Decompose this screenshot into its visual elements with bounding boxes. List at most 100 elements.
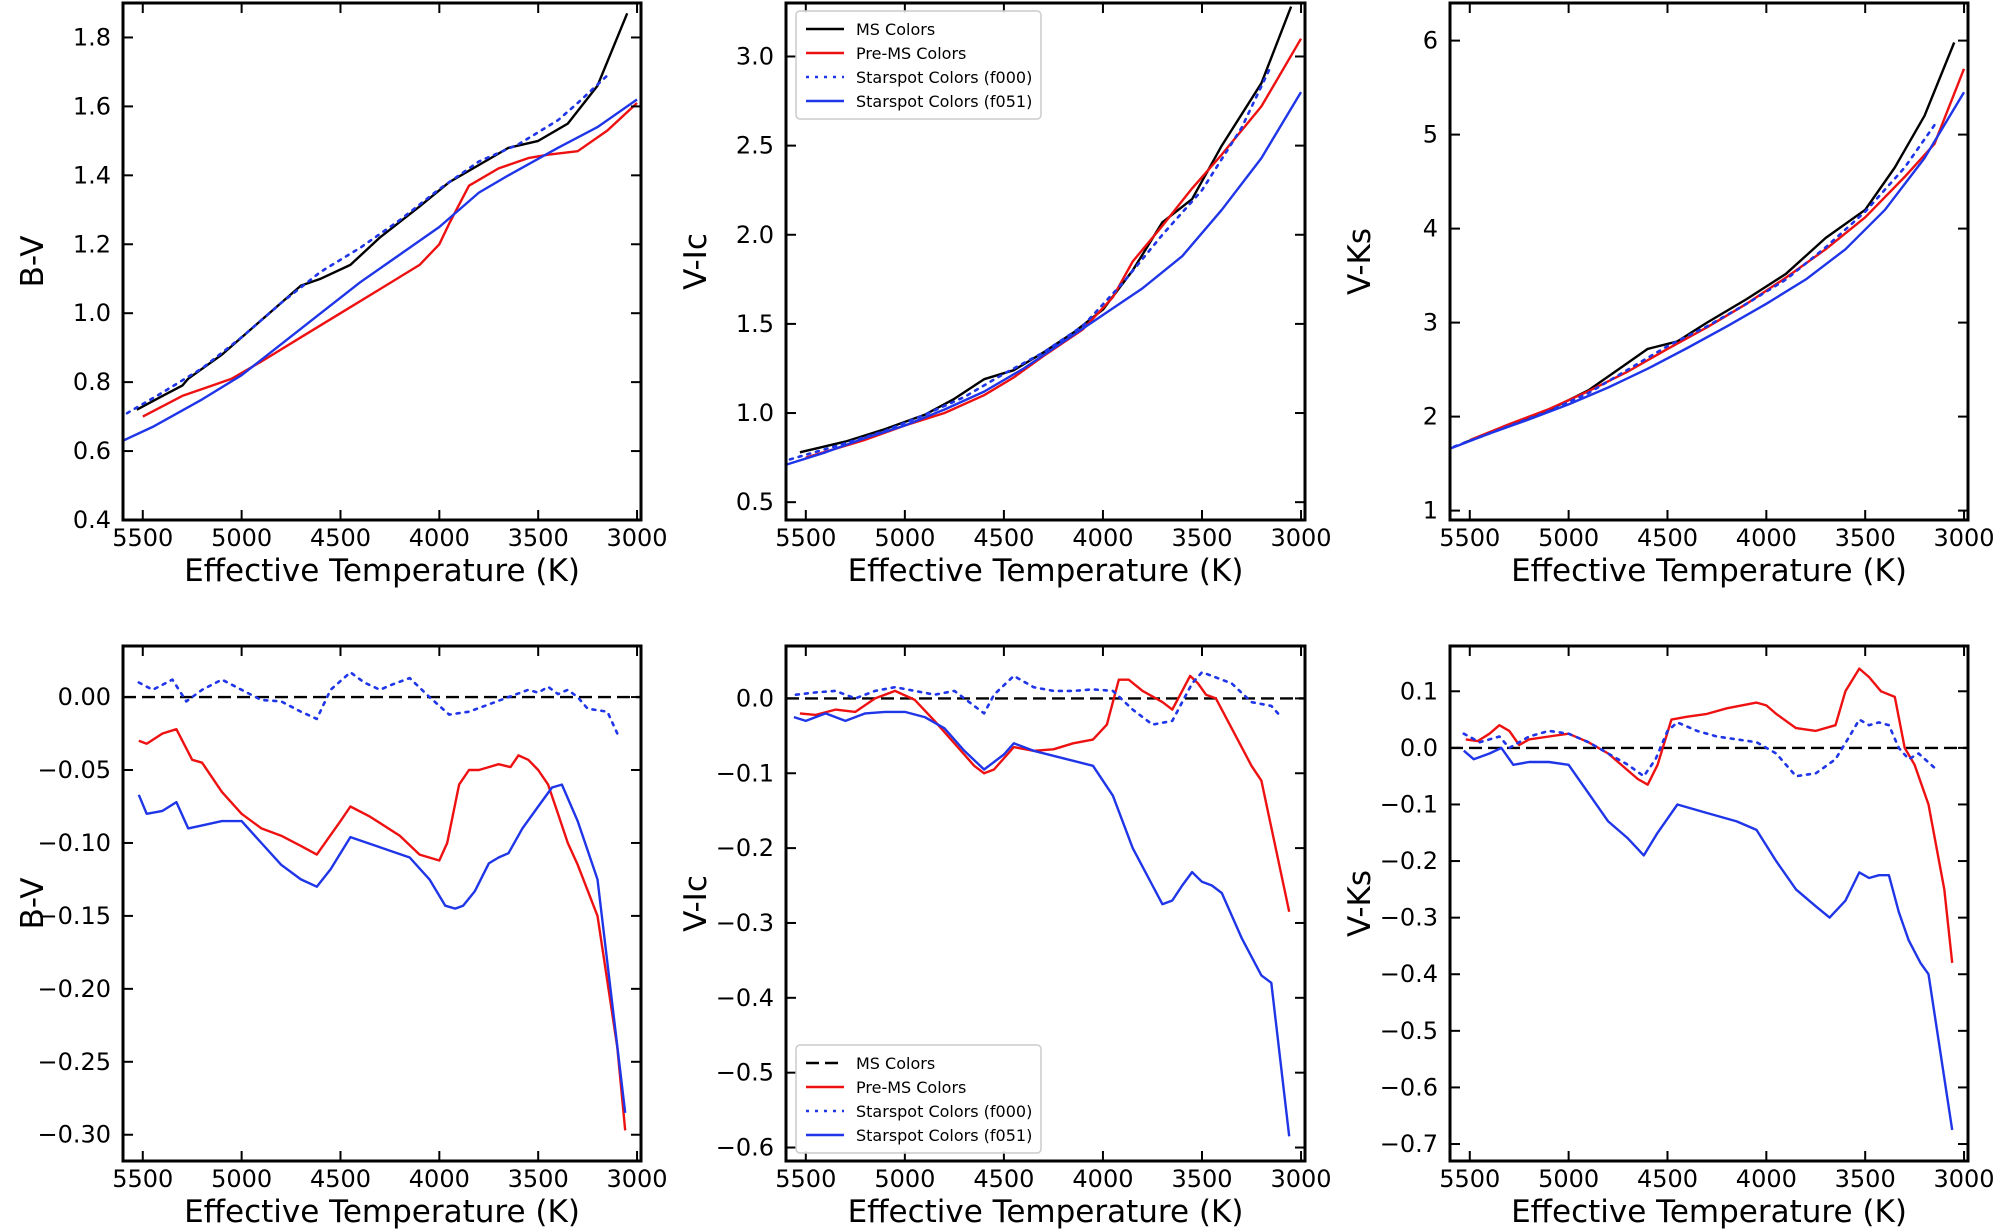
panel-top-middle: 5500 5000 4500 4000 3500 3000 0.5 1.0 1.5 2.0 2.5 3… <box>678 1 1332 589</box>
legend-label-starspot-colors-f051: Starspot Colors (f051) <box>856 92 1032 111</box>
legend-label-ms-colors: MS Colors <box>856 20 935 39</box>
series-line-starspot-colors-f000 <box>794 670 1283 726</box>
series-line-starspot-colors-f000 <box>137 670 619 735</box>
y-tick-label: 1.2 <box>73 230 111 258</box>
x-tick-label: 4000 <box>409 524 470 552</box>
y-axis-label: V-Ks <box>1342 870 1378 937</box>
x-tick-label: 3000 <box>607 1165 668 1193</box>
y-tick-label: 0.0 <box>736 684 774 712</box>
x-axis-label: Effective Temperature (K) <box>184 553 580 589</box>
x-tick-label: 3500 <box>508 1165 569 1193</box>
x-tick-label: 4500 <box>973 524 1034 552</box>
y-tick-label: −0.2 <box>1380 847 1438 875</box>
x-tick-label: 3500 <box>1835 524 1896 552</box>
axes-frame <box>1448 1 1970 522</box>
plot-area <box>1450 42 1966 450</box>
y-tick-label: −0.2 <box>716 834 774 862</box>
y-tick-label: 0.6 <box>73 437 111 465</box>
axes-frame <box>784 644 1307 1163</box>
x-tick-label: 5500 <box>112 524 173 552</box>
legend-label-starspot-colors-f051: Starspot Colors (f051) <box>856 1126 1032 1145</box>
x-axis-label: Effective Temperature (K) <box>1511 553 1907 589</box>
y-tick-label: 3 <box>1423 309 1438 337</box>
y-tick-label: −0.1 <box>716 759 774 787</box>
legend-label-starspot-colors-f000: Starspot Colors (f000) <box>856 68 1032 87</box>
legend-label-pre-ms-colors: Pre-MS Colors <box>856 1078 966 1097</box>
x-tick-label: 4500 <box>973 1165 1034 1193</box>
x-tick-label: 4500 <box>310 1165 371 1193</box>
y-tick-label: 5 <box>1423 121 1438 149</box>
legend-box <box>795 10 1042 120</box>
y-tick-label: 6 <box>1423 27 1438 55</box>
y-tick-label: 0.4 <box>73 506 111 534</box>
x-tick-label: 4000 <box>1736 1165 1797 1193</box>
series-line-pre-ms-colors <box>799 674 1291 912</box>
series-line-ms-colors <box>1463 42 1956 445</box>
y-tick-label: −0.4 <box>1380 960 1438 988</box>
y-tick-label: 2.0 <box>736 221 774 249</box>
x-tick-label: 3500 <box>1171 1165 1232 1193</box>
series-line-starspot-colors-f051 <box>123 98 638 442</box>
y-tick-label: 1.8 <box>73 23 111 51</box>
plot-area <box>786 670 1305 1137</box>
y-tick-label: −0.5 <box>716 1059 774 1087</box>
plot-area <box>123 670 641 1131</box>
y-tick-label: 2.5 <box>736 132 774 160</box>
panel-top-left: 5500 5000 4500 4000 3500 3000 0.4 0.6 0.8 1.0 1.2 1… <box>15 1 668 589</box>
x-tick-label: 5500 <box>775 1165 836 1193</box>
x-tick-label: 4000 <box>1072 524 1133 552</box>
axes-frame <box>784 1 1307 522</box>
series-line-pre-ms-colors <box>1465 667 1954 964</box>
panel-bottom-left: 5500 5000 4500 4000 3500 3000 0.00 −0.05 −0.10 −0… <box>15 644 668 1230</box>
y-tick-label: −0.3 <box>716 909 774 937</box>
y-tick-label: 0.0 <box>1400 734 1438 762</box>
series-line-ms-colors <box>136 12 629 411</box>
x-tick-label: 5500 <box>112 1165 173 1193</box>
y-tick-label: −0.30 <box>37 1121 111 1149</box>
y-tick-label: 1 <box>1423 497 1438 525</box>
x-tick-label: 4000 <box>1072 1165 1133 1193</box>
y-tick-label: −0.15 <box>37 902 111 930</box>
series-line-starspot-colors-f051 <box>786 91 1303 466</box>
axes-frame <box>121 644 643 1163</box>
x-tick-label: 5500 <box>1439 524 1500 552</box>
y-tick-label: 1.6 <box>73 92 111 120</box>
legend-label-ms-colors: MS Colors <box>856 1054 935 1073</box>
y-tick-label: −0.6 <box>716 1134 774 1162</box>
y-tick-label: 0.5 <box>736 488 774 516</box>
x-axis-label: Effective Temperature (K) <box>1511 1194 1907 1230</box>
x-tick-label: 4000 <box>409 1165 470 1193</box>
series-line-starspot-colors-f051 <box>137 783 627 1114</box>
legend-label-pre-ms-colors: Pre-MS Colors <box>856 44 966 63</box>
series-line-starspot-colors-f051 <box>1450 91 1966 450</box>
plot-area <box>786 6 1303 466</box>
x-axis-label: Effective Temperature (K) <box>848 1194 1244 1230</box>
x-tick-label: 4500 <box>1637 1165 1698 1193</box>
x-tick-label: 5000 <box>211 524 272 552</box>
x-tick-label: 4500 <box>1637 524 1698 552</box>
y-tick-label: −0.4 <box>716 984 774 1012</box>
panel-bottom-right: 5500 5000 4500 4000 3500 3000 0.1 0.0 −0.1 −0.2 −0… <box>1342 644 1995 1230</box>
series-line-starspot-colors-f000 <box>1452 123 1936 449</box>
y-tick-label: −0.7 <box>1380 1130 1438 1158</box>
y-tick-label: −0.5 <box>1380 1017 1438 1045</box>
y-tick-label: −0.10 <box>37 829 111 857</box>
x-tick-label: 3000 <box>1270 524 1331 552</box>
x-tick-label: 3000 <box>1270 1165 1331 1193</box>
x-tick-label: 3500 <box>508 524 569 552</box>
y-tick-label: 1.0 <box>73 299 111 327</box>
y-tick-label: 0.00 <box>58 683 111 711</box>
y-axis-label: V-Ic <box>678 875 714 932</box>
y-axis-label: B-V <box>15 878 51 930</box>
legend-box <box>795 1044 1042 1154</box>
x-tick-label: 3000 <box>607 524 668 552</box>
x-tick-label: 5000 <box>211 1165 272 1193</box>
x-tick-label: 3000 <box>1934 1165 1995 1193</box>
axes-frame <box>121 1 643 522</box>
x-tick-label: 5500 <box>1439 1165 1500 1193</box>
y-tick-label: −0.05 <box>37 756 111 784</box>
y-tick-label: 1.0 <box>736 399 774 427</box>
y-tick-label: 4 <box>1423 215 1438 243</box>
y-axis-label: V-Ks <box>1342 228 1378 295</box>
